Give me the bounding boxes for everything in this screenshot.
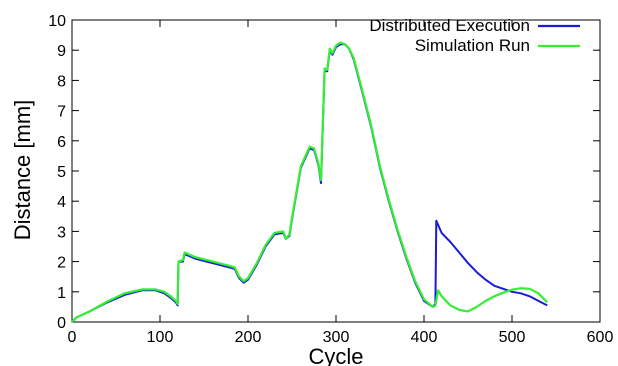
- series-line-distributed-execution: [71, 43, 548, 323]
- x-tick-label: 600: [587, 329, 614, 346]
- tick-labels: 0 100 200 300 400 500 600 0 1 2 3 4 5 6 7 8 9 10: [48, 13, 613, 346]
- x-tick-label: 300: [323, 329, 350, 346]
- legend-label: Distributed Execution: [369, 16, 530, 35]
- y-tick-label: 10: [48, 13, 66, 30]
- y-tick-label: 6: [57, 134, 66, 151]
- y-tick-label: 5: [57, 164, 66, 181]
- y-tick-label: 2: [57, 255, 66, 272]
- y-tick-label: 8: [57, 73, 66, 90]
- x-tick-label: 500: [499, 329, 526, 346]
- tick-marks: [71, 19, 601, 323]
- plot-border: [71, 19, 601, 323]
- series-layer: [71, 41, 548, 323]
- x-tick-label: 400: [411, 329, 438, 346]
- y-tick-label: 4: [57, 194, 66, 211]
- x-axis-title: Cycle: [308, 344, 363, 366]
- y-tick-label: 9: [57, 43, 66, 60]
- legend-label: Simulation Run: [415, 36, 530, 55]
- y-tick-label: 0: [57, 315, 66, 332]
- y-tick-label: 3: [57, 224, 66, 241]
- x-tick-label: 200: [235, 329, 262, 346]
- x-tick-label: 100: [147, 329, 174, 346]
- y-axis-title: Distance [mm]: [10, 100, 35, 241]
- y-tick-label: 1: [57, 285, 66, 302]
- plot-frame: [71, 19, 601, 323]
- x-tick-label: 0: [68, 329, 77, 346]
- y-tick-label: 7: [57, 104, 66, 121]
- series-line-simulation-run: [71, 41, 548, 323]
